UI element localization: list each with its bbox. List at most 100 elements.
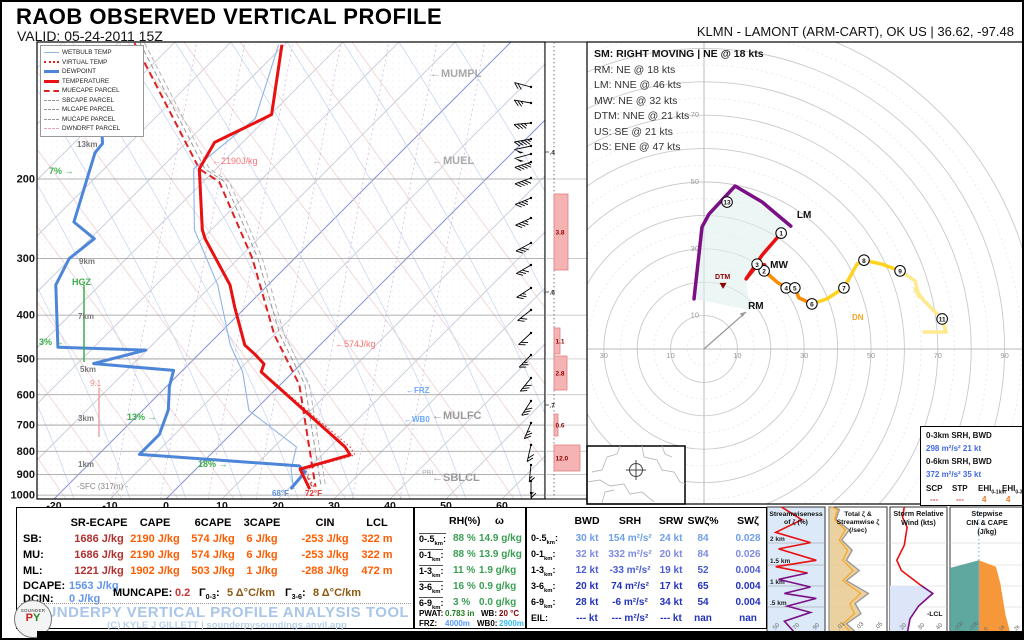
moisture-table: RH(%) ω 0-.5km: 88 % 14.9 g/kg 0-1km: 88 % 13.9… xyxy=(414,507,526,629)
table-c-header: SWζ xyxy=(737,515,759,527)
hodo-ring-tick: 10 xyxy=(691,311,699,320)
table-a-value: 6 J/kg xyxy=(246,533,278,545)
srh-box-header: SCP xyxy=(926,484,943,493)
hodo-km-marker-label: 13 xyxy=(723,200,731,207)
pressure-tick-label: 900 xyxy=(17,469,35,481)
table-b-w-value: 13.9 g/kg xyxy=(479,549,522,560)
table-c-value: 30 kt xyxy=(575,533,599,544)
table-a-value: -253 J/kg xyxy=(301,533,349,545)
inset-title: Total ζ & xyxy=(844,511,872,518)
srh-box-row: 0-6km SRH, BWD xyxy=(926,457,992,466)
legend-item-label: VIRTUAL TEMP xyxy=(62,58,108,66)
inset-xtick: 90 xyxy=(812,622,821,631)
inset-title: (/sec) xyxy=(849,527,867,534)
mlcape-parcel-trace xyxy=(144,42,327,487)
temp-tick-label: 50 xyxy=(440,500,452,512)
pressure-tick-label: 600 xyxy=(17,389,35,401)
table-a-value: 1686 J/kg xyxy=(74,533,124,545)
copyright-line: (C) KYLE J GILLETT | sounderpysoundings.… xyxy=(107,620,347,631)
srh-box-row: 298 m²/s² 21 kt xyxy=(926,444,982,453)
hodo-ring-tick: 30 xyxy=(800,351,808,360)
table-a-value: 6 J/kg xyxy=(246,549,278,561)
table-b-header: RH(%) xyxy=(449,515,481,527)
county-line xyxy=(601,489,615,504)
county-line xyxy=(641,445,686,485)
table-a-row-label: SB: xyxy=(23,533,42,545)
dtm-label: DTM xyxy=(715,274,730,281)
page-title: RAOB OBSERVED VERTICAL PROFILE xyxy=(16,4,443,29)
legend-item-label: WETBULB TEMP xyxy=(62,49,112,57)
pwat-value: 0.783 in xyxy=(445,609,475,618)
table-a-value: 1 J/kg xyxy=(246,565,278,577)
hodo-km-marker-label: 3 xyxy=(755,262,759,269)
hodo-trace-12km+ xyxy=(692,184,793,301)
table-a-header: CIN xyxy=(315,517,335,529)
wb0-value: 2900m xyxy=(499,619,524,628)
pressure-tick-label: 500 xyxy=(17,353,35,365)
table-c-row-label: 0-.5km: xyxy=(531,533,558,546)
hodo-km-marker xyxy=(758,265,770,277)
table-c-value: nan xyxy=(739,613,757,624)
isotherm-line xyxy=(445,399,545,499)
skewt-annotation: ←PBL xyxy=(415,470,435,477)
inset-title: (J/kg) xyxy=(977,527,997,536)
table-a-value: 1902 J/kg xyxy=(130,565,180,577)
bar-tick-label: .6 xyxy=(550,290,556,297)
table-c-value: 52 xyxy=(697,565,709,576)
hazard-bar-value: 1.1 xyxy=(556,339,565,346)
inset-xtick: 20 xyxy=(899,622,908,631)
hodo-km-marker xyxy=(751,258,763,270)
temp-tick-label: 0 xyxy=(163,500,169,512)
legend-item-label: SBCAPE PARCEL xyxy=(62,96,115,104)
legend-item: MUCAPE PARCEL xyxy=(44,115,140,125)
table-c-value: 84 xyxy=(697,549,709,560)
hazard-bar xyxy=(553,193,569,271)
legend-item-label: DEWPOINT xyxy=(62,68,96,76)
moist-adiabat xyxy=(37,286,131,499)
rh-annotation: 18% → xyxy=(198,459,228,469)
height-label: 9km xyxy=(79,257,95,266)
storm-motion-line: RM: NE @ 18 kts xyxy=(594,63,676,76)
frz-value: 4000m xyxy=(445,619,470,628)
srh-bwd-box: 0-3km SRH, BWD 298 m²/s² 21 kt 0-6km SRH, … xyxy=(920,426,1022,506)
tool-title: SOUNDERPY VERTICAL PROFILE ANALYSIS TOOL xyxy=(22,604,410,621)
sm-line: SM: RIGHT MOVING | NE @ 18 kts xyxy=(594,48,764,60)
dry-adiabat xyxy=(37,148,291,499)
table-c-value: 34 kt xyxy=(659,597,683,608)
table-b-rh-value: 11 % xyxy=(453,565,476,576)
table-b-rh-value: 3 % xyxy=(453,597,471,608)
county-line xyxy=(661,445,673,458)
dcape-value: 1563 J/kg xyxy=(69,580,119,592)
table-b-w-value: 0.0 g/kg xyxy=(479,597,517,608)
dewpoint-trace xyxy=(54,65,307,491)
wind-barb xyxy=(528,463,535,483)
table-c-value: 332 m²/s² xyxy=(608,549,652,560)
isotherm-line xyxy=(389,343,545,499)
bar-tick-label: .4 xyxy=(550,150,556,157)
table-a-value: 322 m xyxy=(361,533,393,545)
temp-tick-label: 10 xyxy=(216,500,228,512)
table-c-value: 20 kt xyxy=(575,581,599,592)
lapse1-value: 5 Δ°C/km xyxy=(227,587,275,599)
table-a-value: 322 m xyxy=(361,549,393,561)
isotherm-line xyxy=(165,119,545,499)
storm-motion-readout: SM: RIGHT MOVING | NE @ 18 kts RM: NE @ 1… xyxy=(594,47,764,156)
table-a-header: SR-ECAPE xyxy=(70,517,128,529)
table-b-row-label: 6-9km: xyxy=(419,597,444,611)
hodo-ring-tick: 90 xyxy=(1000,351,1008,360)
rm-arrow xyxy=(703,311,747,350)
table-a-value: -288 J/kg xyxy=(301,565,349,577)
rm-label: RM xyxy=(748,301,764,312)
hazard-bar xyxy=(553,355,568,391)
table-a-value: 503 J/kg xyxy=(191,565,235,577)
muncape-value: 0.2 xyxy=(175,587,191,599)
wind-barb xyxy=(521,399,533,416)
table-a-value: 2190 J/kg xyxy=(130,533,180,545)
temp-tick-label: 20 xyxy=(272,500,284,512)
inset-xtick: 0 xyxy=(983,626,989,632)
wb-value: 20 °C xyxy=(499,609,520,618)
legend-item-label: TEMPERATURE xyxy=(62,77,110,85)
